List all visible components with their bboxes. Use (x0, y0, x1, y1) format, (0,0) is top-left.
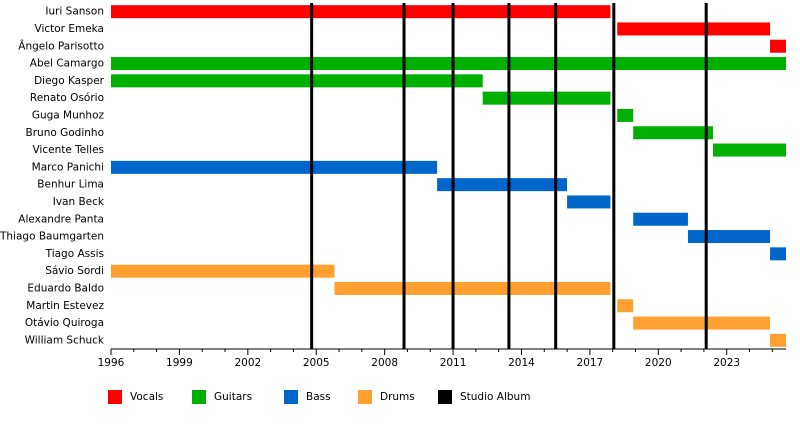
y-tick-label: Thiago Baumgarten (0, 231, 104, 243)
bar (617, 22, 771, 36)
bar (770, 39, 786, 53)
y-tick-label: Iuri Sanson (45, 6, 104, 18)
y-tick-label: Ângelo Parisotto (18, 39, 104, 52)
legend-swatch (284, 390, 298, 404)
y-tick-label: William Schuck (25, 334, 105, 346)
y-tick-label: Alexandre Panta (18, 213, 104, 225)
legend-label: Drums (380, 391, 415, 403)
y-tick-label: Tiago Assis (45, 248, 104, 260)
x-tick-label: 1999 (166, 357, 193, 369)
y-tick-label: Abel Camargo (30, 58, 104, 70)
legend-swatch (108, 390, 122, 404)
bar (713, 143, 786, 157)
legend-label: Studio Album (460, 391, 530, 403)
legend-swatch (438, 390, 452, 404)
x-tick-label: 2005 (303, 357, 330, 369)
bar (770, 247, 786, 261)
legend-swatch (358, 390, 372, 404)
legend-label: Vocals (130, 391, 163, 403)
bar (687, 230, 771, 244)
bar (111, 160, 438, 174)
y-tick-label: Diego Kasper (34, 75, 105, 87)
bar (617, 108, 634, 122)
bar (633, 316, 771, 330)
legend-swatch (192, 390, 206, 404)
y-tick-label: Sávio Sordi (45, 265, 104, 277)
x-tick-label: 2008 (371, 357, 398, 369)
x-tick-label: 2011 (440, 357, 467, 369)
bar (633, 212, 688, 226)
legend-label: Bass (306, 391, 331, 403)
x-tick-label: 2017 (577, 357, 604, 369)
bar (111, 57, 786, 71)
y-tick-label: Renato Osório (30, 92, 104, 104)
bar (567, 195, 611, 209)
y-tick-label: Ivan Beck (53, 196, 105, 208)
y-tick-label: Victor Emeka (35, 23, 105, 35)
x-tick-label: 2014 (508, 357, 535, 369)
bar (633, 126, 714, 140)
bar (437, 178, 568, 192)
bar (111, 264, 335, 278)
bar (770, 333, 786, 347)
legend-label: Guitars (214, 391, 252, 403)
bar (617, 299, 634, 313)
bar (111, 5, 611, 19)
bar (334, 281, 611, 295)
y-tick-label: Guga Munhoz (32, 109, 105, 121)
y-tick-label: Bruno Godinho (26, 127, 104, 139)
y-tick-label: Otávio Quiroga (25, 317, 104, 329)
x-tick-label: 2023 (713, 357, 740, 369)
y-tick-label: Martin Estevez (26, 300, 104, 312)
y-tick-label: Benhur Lima (37, 179, 104, 191)
bar (111, 74, 483, 88)
x-tick-label: 1996 (98, 357, 125, 369)
y-tick-label: Marco Panichi (32, 161, 104, 173)
x-tick-label: 2020 (645, 357, 672, 369)
y-tick-label: Vicente Telles (32, 144, 104, 156)
x-tick-label: 2002 (234, 357, 261, 369)
bar (482, 91, 611, 105)
y-tick-label: Eduardo Baldo (27, 282, 104, 294)
